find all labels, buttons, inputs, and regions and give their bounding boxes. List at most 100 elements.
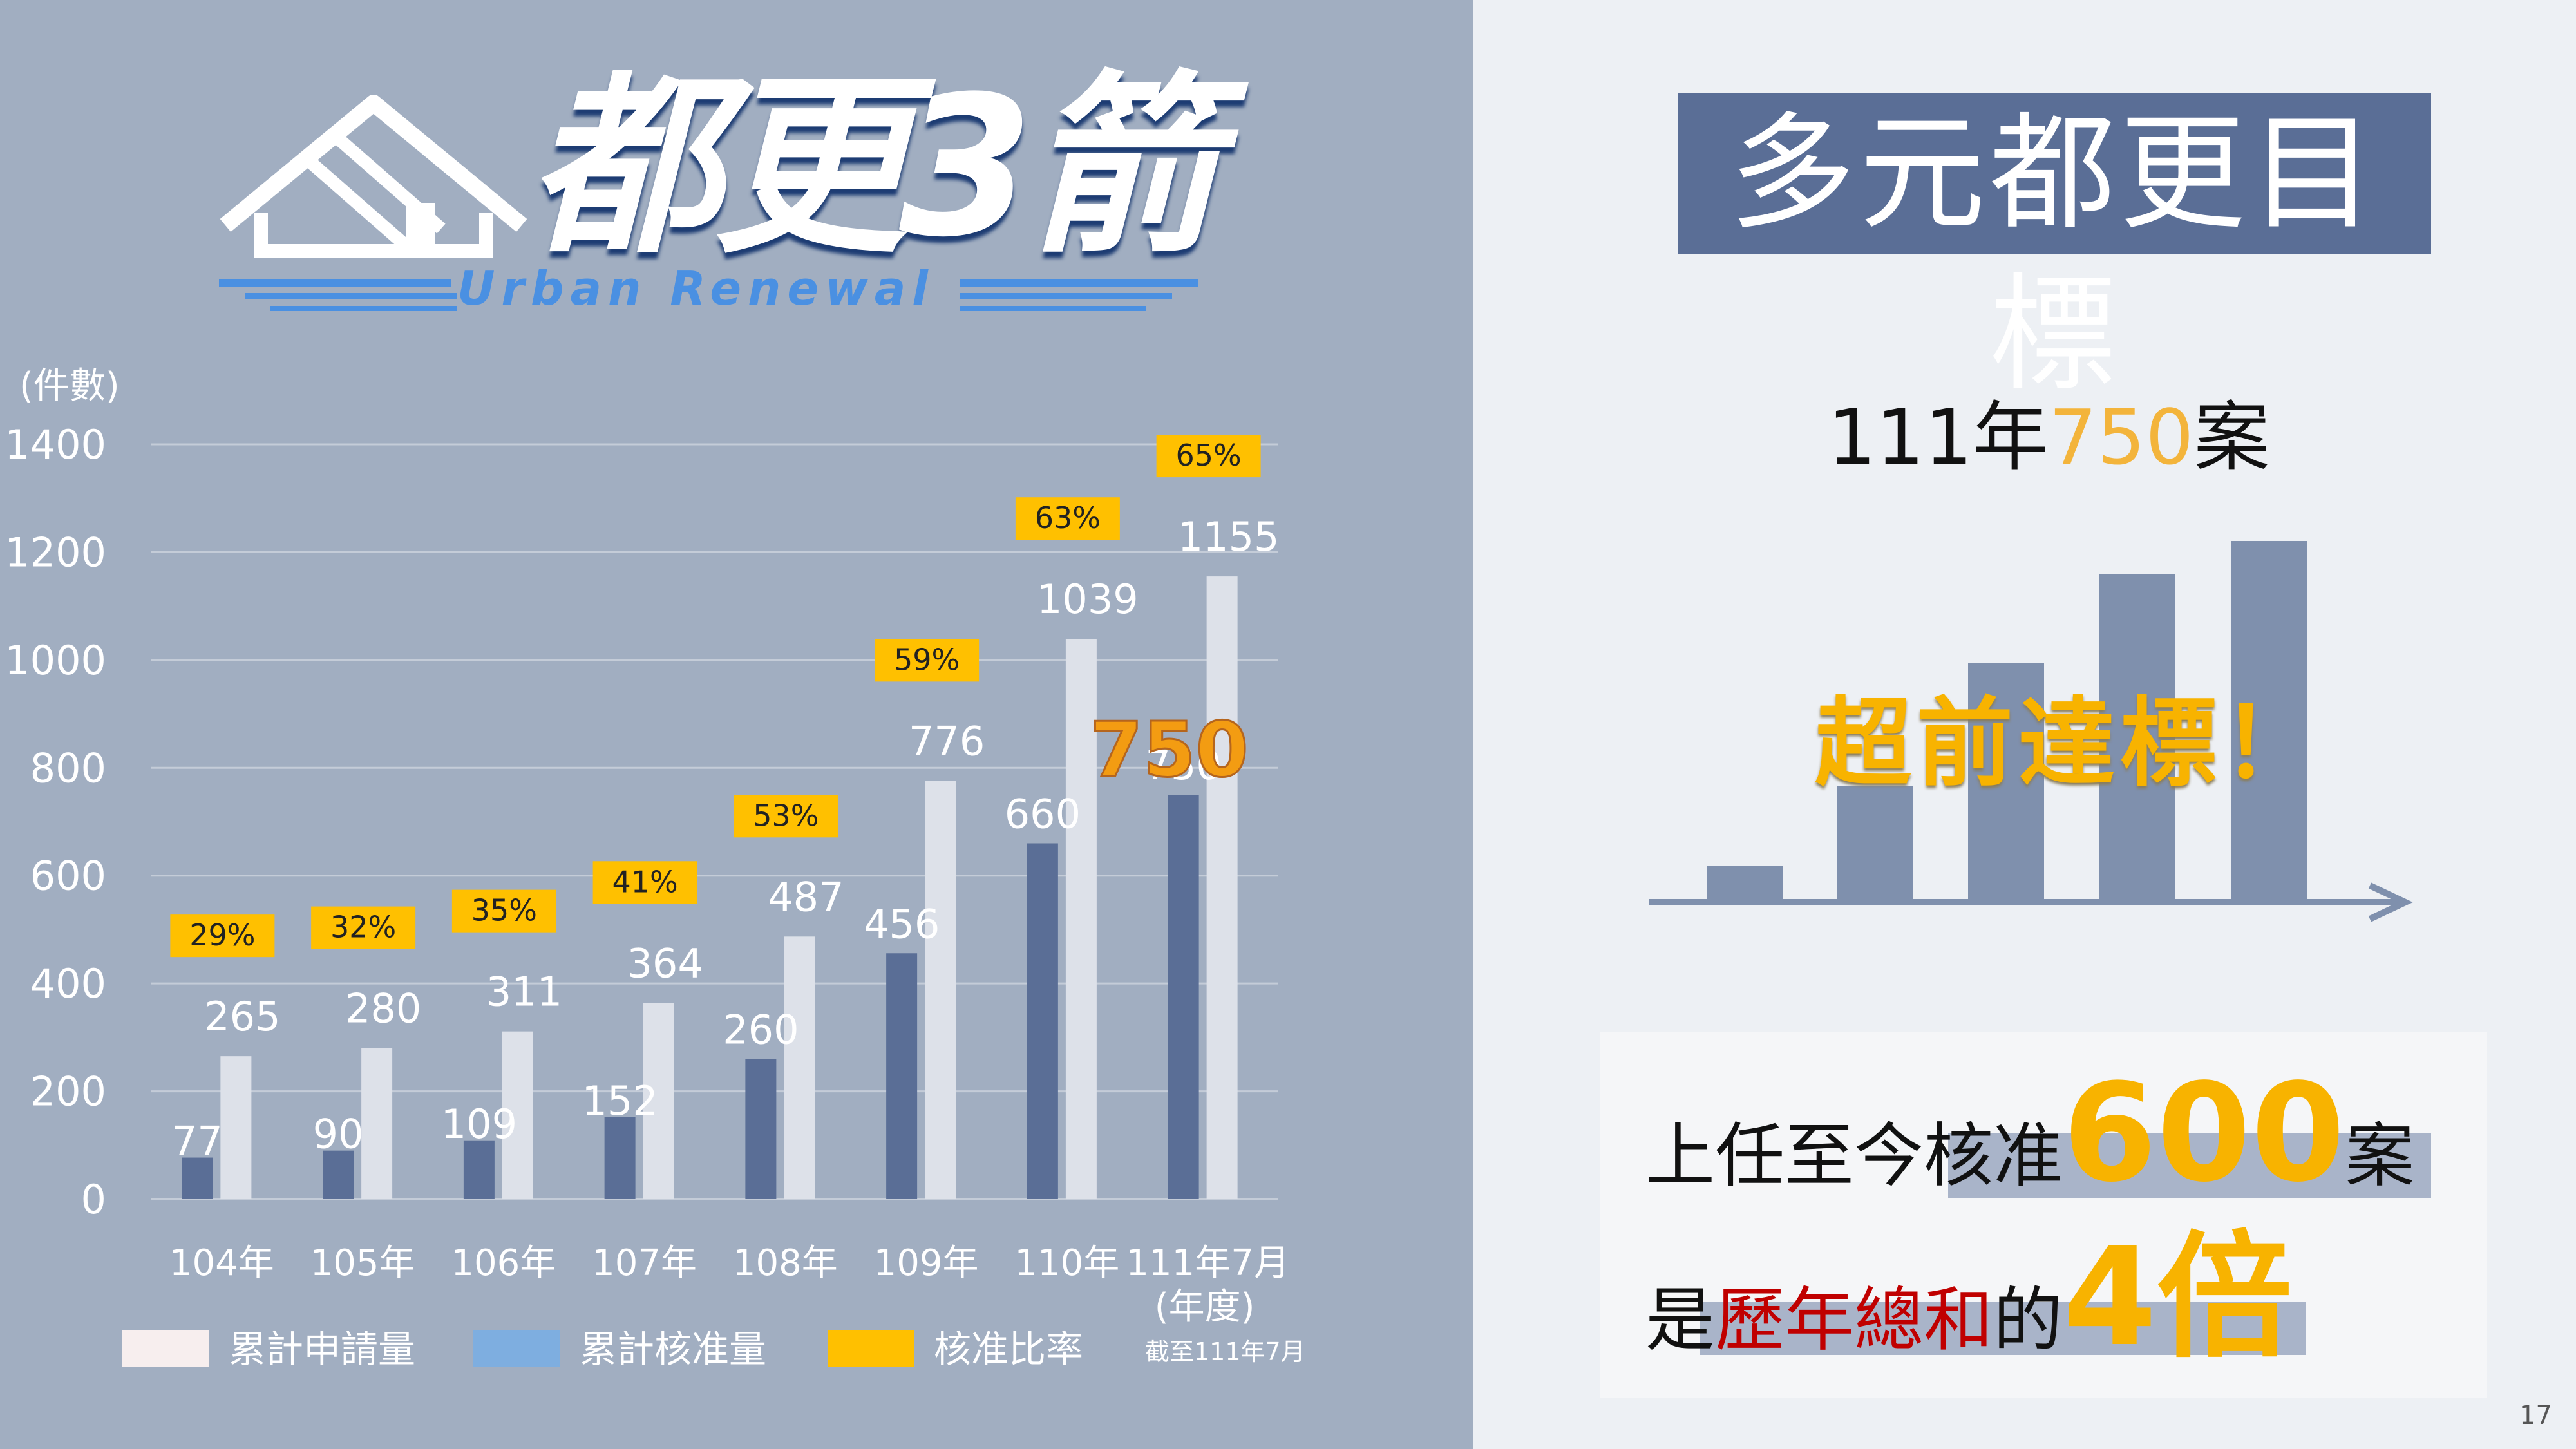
- logo-speed-lines: [219, 279, 1198, 311]
- approved-value-label: 260: [723, 1006, 799, 1053]
- applied-bar: [784, 936, 815, 1199]
- y-tick-label: 1200: [5, 529, 106, 576]
- y-tick-label: 400: [30, 960, 106, 1007]
- approved-bar: [1168, 795, 1199, 1199]
- legend-label: 核准比率: [934, 1327, 1083, 1371]
- x-tick-label: 111年7月: [1126, 1242, 1290, 1284]
- applied-bar: [220, 1056, 252, 1199]
- applied-value-label: 776: [909, 717, 985, 764]
- approved-bar: [323, 1150, 354, 1199]
- rate-badge: [1015, 497, 1120, 540]
- summary-line-1: 上任至今核准600案: [1645, 1066, 2414, 1201]
- approved-bar: [182, 1157, 213, 1199]
- x-tick-label: 105年: [310, 1242, 415, 1284]
- approved-value-label: 109: [441, 1101, 517, 1148]
- x-axis-label: (年度): [1155, 1286, 1255, 1328]
- summary-underlines: [1700, 1133, 2431, 1355]
- summary-line2-prefix: 是: [1645, 1280, 1716, 1361]
- applied-value-label: 265: [204, 993, 280, 1040]
- summary-line1-prefix: 上任至今核准: [1645, 1116, 2063, 1197]
- applied-bar: [643, 1003, 674, 1199]
- rate-badge: [734, 795, 838, 838]
- x-tick-label: 104年: [169, 1242, 274, 1284]
- approved-value-label: 750: [1145, 742, 1221, 789]
- house-logo-icon: [220, 95, 527, 258]
- y-tick-label: 800: [30, 744, 106, 791]
- rate-badge: [1156, 435, 1261, 478]
- applied-bar: [1065, 639, 1097, 1199]
- rate-label: 41%: [612, 864, 678, 899]
- highlight-approved-value: 750: [1090, 705, 1248, 794]
- applied-value-label: 487: [768, 873, 844, 920]
- summary-line-2: 是歷年總和的4倍: [1645, 1230, 2292, 1365]
- approved-bar: [1027, 843, 1058, 1199]
- growth-bar-2: [1837, 786, 1913, 902]
- applied-value-label: 364: [627, 940, 703, 987]
- legend-label: 累計申請量: [229, 1327, 415, 1371]
- approved-bar: [604, 1117, 636, 1199]
- applied-bar: [361, 1048, 393, 1199]
- page-number: 17: [2519, 1401, 2552, 1430]
- target-suffix: 案: [2193, 393, 2270, 482]
- x-tick-label: 107年: [592, 1242, 697, 1284]
- x-tick-label: 108年: [733, 1242, 838, 1284]
- approved-value-label: 152: [582, 1077, 658, 1124]
- rate-badge: [311, 906, 416, 949]
- rate-label: 65%: [1176, 438, 1242, 473]
- summary-line2-red: 歷年總和: [1715, 1280, 1994, 1361]
- target-number: 750: [2049, 393, 2194, 482]
- logo-subtitle: Urban Renewal: [457, 261, 934, 316]
- legend-swatch: [122, 1330, 209, 1367]
- rate-label: 35%: [471, 893, 537, 928]
- y-tick-label: 1000: [5, 637, 106, 684]
- rate-label: 29%: [189, 918, 255, 952]
- rate-badge: [451, 889, 556, 933]
- legend-swatch: [828, 1330, 914, 1367]
- approved-bar: [886, 953, 918, 1199]
- x-tick-label: 109年: [874, 1242, 979, 1284]
- approval-bar-chart: (件數) 0 200 400 600 800 1000 1200 1400 77 265 29% 104…: [5, 365, 1305, 1371]
- summary-line2-number: 4倍: [2063, 1218, 2293, 1376]
- applied-value-label: 280: [345, 985, 421, 1032]
- target-line: 111年750案: [1828, 399, 2269, 475]
- rate-label: 63%: [1035, 500, 1101, 535]
- rate-label: 32%: [330, 910, 396, 945]
- growth-illustration: [1649, 541, 2413, 922]
- approved-value-label: 90: [313, 1111, 364, 1158]
- x-tick-label: 110年: [1014, 1242, 1119, 1284]
- applied-bar: [1206, 576, 1238, 1199]
- growth-bar-5: [2231, 541, 2307, 902]
- approved-value-label: 77: [172, 1118, 223, 1165]
- approved-value-label: 660: [1005, 790, 1081, 837]
- ahead-of-target-text: 超前達標！: [1815, 688, 2324, 800]
- applied-value-label: 311: [486, 969, 562, 1016]
- growth-bar-4: [2099, 574, 2175, 902]
- y-tick-label: 0: [81, 1176, 106, 1223]
- applied-bar: [502, 1031, 533, 1199]
- chart-note: 截至111年7月: [1145, 1338, 1305, 1366]
- y-tick-label: 1400: [5, 421, 106, 468]
- rate-badge: [592, 861, 697, 904]
- rate-badge: [170, 914, 275, 958]
- applied-value-label: 1039: [1037, 576, 1139, 623]
- rate-badge: [875, 639, 980, 682]
- target-prefix: 111年: [1828, 393, 2049, 482]
- logo-title: 都更3箭: [528, 55, 1219, 279]
- applied-bar: [925, 781, 956, 1199]
- y-tick-label: 200: [30, 1068, 106, 1115]
- rate-label: 53%: [753, 798, 819, 833]
- summary-line1-suffix: 案: [2345, 1116, 2415, 1197]
- summary-line1-number: 600: [2063, 1054, 2345, 1212]
- approved-bar: [463, 1140, 495, 1199]
- arrow-right-icon: [2368, 882, 2413, 922]
- y-axis-label: (件數): [19, 365, 120, 407]
- approved-bar: [745, 1059, 777, 1199]
- rate-label: 59%: [894, 642, 960, 677]
- applied-value-label: 1155: [1178, 513, 1280, 560]
- legend-swatch: [473, 1330, 560, 1367]
- y-tick-label: 600: [30, 853, 106, 900]
- growth-bar-1: [1707, 866, 1783, 902]
- growth-bar-3: [1968, 663, 2044, 902]
- summary-line2-mid: 的: [1993, 1280, 2063, 1361]
- x-tick-label: 106年: [451, 1242, 556, 1284]
